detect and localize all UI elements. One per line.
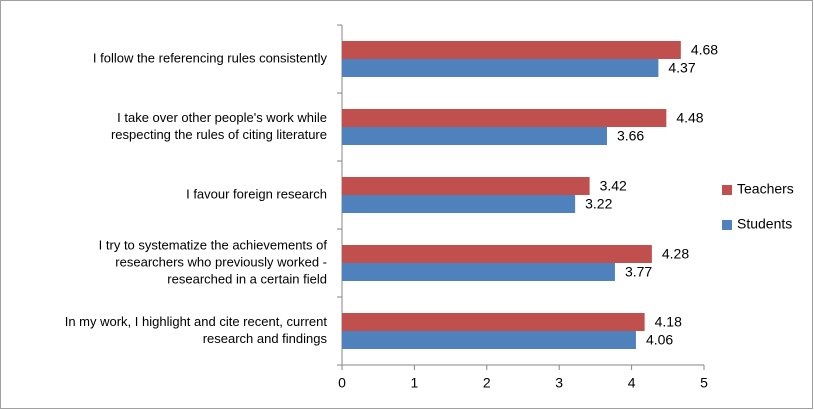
- legend-label: Teachers: [737, 181, 794, 197]
- bar: [342, 127, 607, 145]
- x-tick-label: 3: [555, 375, 563, 391]
- category-label: In my work, I highlight and cite recent,…: [65, 314, 328, 329]
- x-tick-label: 0: [338, 375, 346, 391]
- value-label: 4.48: [676, 110, 703, 126]
- category-label: researched in a certain field: [167, 271, 327, 286]
- value-label: 4.68: [691, 42, 718, 58]
- bar: [342, 109, 667, 127]
- value-label: 4.18: [655, 314, 682, 330]
- x-tick-label: 5: [700, 375, 708, 391]
- bar: [342, 245, 652, 263]
- legend-label: Students: [737, 216, 792, 232]
- value-label: 4.37: [668, 60, 695, 76]
- category-label: I take over other people's work while: [117, 110, 327, 125]
- category-label: I favour foreign research: [186, 186, 327, 201]
- bar: [342, 313, 645, 331]
- bar: [342, 59, 659, 77]
- bar: [342, 177, 590, 195]
- bar: [342, 41, 681, 59]
- value-label: 3.22: [585, 196, 612, 212]
- bar: [342, 195, 576, 213]
- value-label: 3.42: [600, 178, 627, 194]
- bar: [342, 263, 615, 281]
- category-label: researchers who previously worked -: [115, 254, 327, 269]
- legend-swatch: [722, 220, 732, 230]
- value-label: 4.06: [646, 332, 673, 348]
- category-label: research and findings: [203, 331, 328, 346]
- legend-swatch: [722, 185, 732, 195]
- x-tick-label: 2: [483, 375, 491, 391]
- x-tick-label: 4: [628, 375, 636, 391]
- category-label: I try to systematize the achievements of: [99, 237, 328, 252]
- value-label: 3.66: [617, 128, 644, 144]
- x-tick-label: 1: [411, 375, 419, 391]
- category-label: I follow the referencing rules consisten…: [93, 50, 328, 65]
- category-label: respecting the rules of citing literatur…: [111, 127, 327, 142]
- value-label: 3.77: [625, 264, 652, 280]
- bar: [342, 331, 636, 349]
- value-label: 4.28: [662, 246, 689, 262]
